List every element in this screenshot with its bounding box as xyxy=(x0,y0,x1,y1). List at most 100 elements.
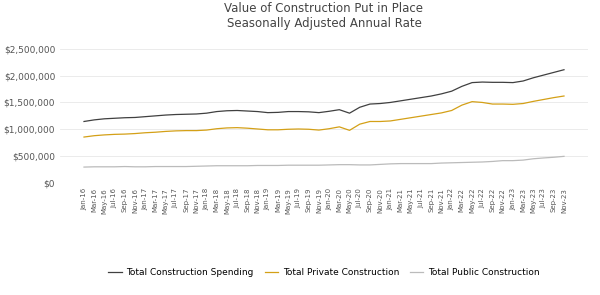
Total Construction Spending xyxy=(193,112,200,116)
Total Private Construction xyxy=(560,94,568,98)
Total Construction Spending xyxy=(448,89,455,93)
Total Public Construction xyxy=(469,160,476,164)
Total Construction Spending xyxy=(356,106,364,109)
Total Construction Spending xyxy=(254,110,261,113)
Total Private Construction xyxy=(101,133,108,137)
Total Public Construction xyxy=(264,164,271,167)
Total Public Construction xyxy=(305,163,312,167)
Total Construction Spending xyxy=(111,117,118,120)
Total Private Construction xyxy=(520,102,527,105)
Total Construction Spending xyxy=(91,118,98,122)
Total Private Construction xyxy=(315,128,322,132)
Total Public Construction xyxy=(326,163,333,167)
Total Private Construction xyxy=(530,100,537,103)
Total Private Construction xyxy=(274,128,281,132)
Total Construction Spending xyxy=(223,109,230,112)
Total Construction Spending xyxy=(274,111,281,114)
Total Private Construction xyxy=(356,122,364,126)
Total Public Construction xyxy=(193,165,200,168)
Total Public Construction xyxy=(509,159,517,163)
Total Public Construction xyxy=(550,155,557,159)
Total Construction Spending xyxy=(377,102,384,105)
Total Public Construction xyxy=(418,162,425,165)
Total Public Construction xyxy=(274,164,281,167)
Total Construction Spending xyxy=(121,116,128,119)
Total Private Construction xyxy=(509,103,517,106)
Total Public Construction xyxy=(203,164,210,168)
Total Construction Spending xyxy=(428,94,435,98)
Total Private Construction xyxy=(418,114,425,118)
Total Private Construction xyxy=(111,132,118,136)
Total Construction Spending xyxy=(305,110,312,114)
Total Private Construction xyxy=(550,96,557,99)
Total Construction Spending xyxy=(295,110,302,113)
Total Public Construction xyxy=(295,163,302,167)
Total Public Construction xyxy=(448,161,455,165)
Total Private Construction xyxy=(305,127,312,131)
Total Public Construction xyxy=(346,163,353,166)
Total Construction Spending xyxy=(244,109,251,113)
Total Public Construction xyxy=(367,163,374,167)
Total Construction Spending xyxy=(367,102,374,106)
Total Private Construction xyxy=(407,116,415,119)
Total Construction Spending xyxy=(479,80,486,84)
Total Private Construction xyxy=(254,127,261,131)
Line: Total Construction Spending: Total Construction Spending xyxy=(84,70,564,122)
Total Public Construction xyxy=(336,163,343,166)
Total Construction Spending xyxy=(172,113,179,116)
Total Private Construction xyxy=(284,127,292,131)
Total Construction Spending xyxy=(520,79,527,83)
Total Private Construction xyxy=(489,102,496,106)
Total Private Construction xyxy=(458,103,466,107)
Total Public Construction xyxy=(254,164,261,167)
Total Public Construction xyxy=(284,163,292,167)
Total Construction Spending xyxy=(397,99,404,103)
Total Construction Spending xyxy=(346,112,353,115)
Total Public Construction xyxy=(182,165,190,168)
Total Public Construction xyxy=(438,161,445,165)
Total Private Construction xyxy=(233,126,241,130)
Total Construction Spending xyxy=(213,110,220,113)
Total Private Construction xyxy=(80,135,88,139)
Total Public Construction xyxy=(387,162,394,165)
Total Construction Spending xyxy=(80,120,88,123)
Total Public Construction xyxy=(428,162,435,165)
Total Public Construction xyxy=(223,164,230,168)
Total Construction Spending xyxy=(315,111,322,114)
Total Public Construction xyxy=(489,160,496,163)
Total Private Construction xyxy=(397,118,404,121)
Total Construction Spending xyxy=(142,115,149,118)
Total Construction Spending xyxy=(489,81,496,84)
Total Private Construction xyxy=(367,120,374,123)
Total Private Construction xyxy=(193,129,200,132)
Total Construction Spending xyxy=(284,110,292,113)
Total Public Construction xyxy=(131,165,139,168)
Total Private Construction xyxy=(223,126,230,130)
Total Private Construction xyxy=(479,101,486,104)
Total Construction Spending xyxy=(407,97,415,101)
Total Construction Spending xyxy=(233,109,241,112)
Total Public Construction xyxy=(91,165,98,168)
Total Construction Spending xyxy=(438,92,445,96)
Total Private Construction xyxy=(121,132,128,136)
Total Public Construction xyxy=(499,159,506,163)
Total Public Construction xyxy=(479,160,486,164)
Total Public Construction xyxy=(162,165,169,168)
Total Construction Spending xyxy=(203,112,210,115)
Total Public Construction xyxy=(407,162,415,165)
Total Private Construction xyxy=(213,127,220,130)
Total Construction Spending xyxy=(162,113,169,117)
Total Public Construction xyxy=(560,155,568,158)
Total Private Construction xyxy=(540,98,547,101)
Total Private Construction xyxy=(387,119,394,123)
Line: Total Public Construction: Total Public Construction xyxy=(84,156,564,167)
Total Construction Spending xyxy=(509,81,517,84)
Total Private Construction xyxy=(142,131,149,135)
Total Construction Spending xyxy=(499,81,506,84)
Total Construction Spending xyxy=(336,108,343,112)
Total Private Construction xyxy=(438,111,445,115)
Total Public Construction xyxy=(101,165,108,168)
Total Private Construction xyxy=(428,113,435,116)
Total Construction Spending xyxy=(387,101,394,104)
Total Private Construction xyxy=(469,100,476,104)
